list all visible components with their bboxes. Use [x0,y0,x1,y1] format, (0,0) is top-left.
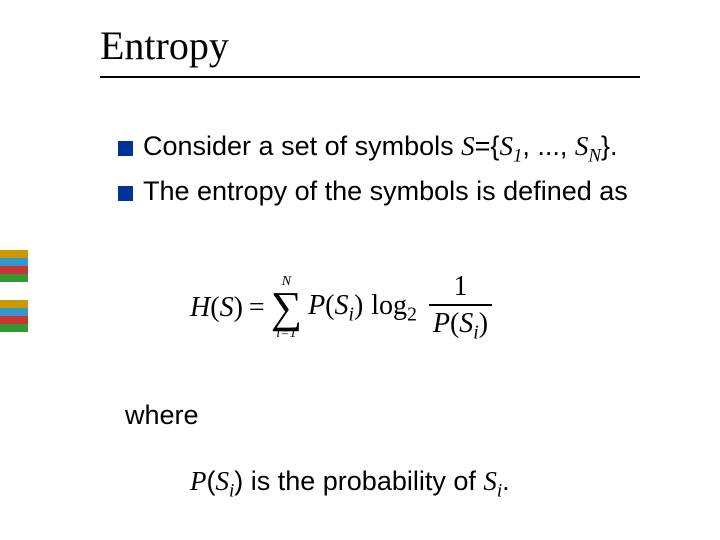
accent-bar [0,266,28,274]
math-inline: , ..., [522,131,575,161]
accent-bar [0,316,28,324]
math-inline: S [216,466,230,496]
bullet-icon [118,186,133,201]
accent-bar [0,300,28,308]
bullet-icon [118,141,133,156]
math-sub: N [588,145,601,166]
accent-block-1 [0,250,28,282]
bullet-text: The entropy of the symbols is defined as [143,176,628,206]
bullet-suffix: . [610,131,618,161]
slide: Entropy Consider a set of symbols S={S1,… [0,0,720,540]
formula-eq: = [249,292,265,324]
frac-bar [429,304,492,306]
sum-symbol: N ∑ i=1 [271,275,302,340]
frac-num: 1 [449,272,471,301]
formula-term: P(Si) [308,290,363,327]
frac-den: P(Si) [429,309,492,344]
math-sub: 1 [513,145,522,166]
formula-log: log2 [371,290,417,327]
bullet-list: Consider a set of symbols S={S1, ..., SN… [118,128,658,209]
bullet-text: Consider a set of symbols [143,131,461,161]
title-underline [100,76,640,78]
math-inline: S [499,131,513,161]
accent-block-2 [0,300,28,332]
math-inline: ( [207,466,216,496]
prob-mid: is the probability of [243,466,483,496]
accent-bar [0,274,28,282]
bullet-item: The entropy of the symbols is defined as [118,173,658,209]
math-inline: ={ [475,131,500,161]
sigma-icon: ∑ [271,289,302,326]
math-inline: } [601,131,610,161]
math-inline: S [575,131,589,161]
math-inline: ) [234,466,243,496]
log-text: log [371,290,407,321]
log-base: 2 [407,304,417,325]
where-label: where [125,400,199,431]
accent-bar [0,250,28,258]
prob-suffix: . [502,466,510,496]
math-inline: P [190,466,207,496]
accent-bar [0,258,28,266]
fraction: 1 P(Si) [429,272,492,344]
math-inline: S [483,466,497,496]
slide-title: Entropy [100,22,229,69]
formula-lhs: H(S) [190,292,243,324]
entropy-formula: H(S) = N ∑ i=1 P(Si) log2 1 P(Si) [190,272,492,344]
accent-bar [0,308,28,316]
sum-lower: i=1 [276,327,296,341]
accent-bar [0,324,28,332]
math-inline: S [461,131,475,161]
bullet-item: Consider a set of symbols S={S1, ..., SN… [118,128,658,169]
probability-line: P(Si) is the probability of Si. [190,466,510,502]
